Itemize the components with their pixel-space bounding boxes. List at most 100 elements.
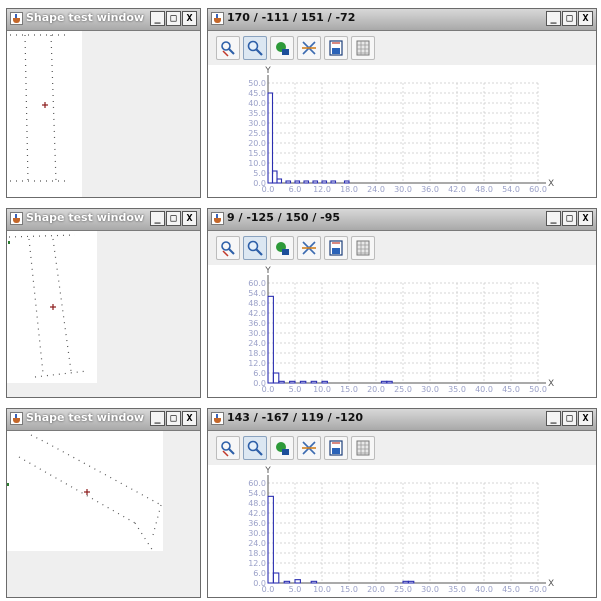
zoom-reset-button[interactable] <box>216 236 240 260</box>
close-button[interactable]: X <box>182 11 197 26</box>
minimize-button[interactable]: _ <box>546 411 561 426</box>
y-tick-label: 0.0 <box>253 379 266 388</box>
close-button[interactable]: X <box>578 11 593 26</box>
histogram-bar <box>386 380 393 384</box>
y-tick-label: 48.0 <box>248 299 266 308</box>
x-tick-label: 18.0 <box>340 185 358 194</box>
x-tick-label: 0.0 <box>262 385 275 394</box>
save-button[interactable] <box>324 236 348 260</box>
histogram-bar <box>312 180 319 184</box>
y-tick-label: 6.0 <box>253 369 266 378</box>
histogram-bar <box>407 580 415 584</box>
title-bar[interactable]: 9 / -125 / 150 / -95 _ □ X <box>208 209 596 231</box>
title-bar[interactable]: Shape test window _ □ X <box>7 209 200 231</box>
toolbar <box>208 31 596 65</box>
maximize-button[interactable]: □ <box>166 11 181 26</box>
save-icon <box>329 440 343 456</box>
title-bar[interactable]: 143 / -167 / 119 / -120 _ □ X <box>208 409 596 431</box>
save-button[interactable] <box>324 436 348 460</box>
minimize-button[interactable]: _ <box>546 11 561 26</box>
zoom-button[interactable] <box>243 36 267 60</box>
y-tick-label: 50.0 <box>248 79 266 88</box>
minimize-button[interactable]: _ <box>150 411 165 426</box>
grid-icon <box>356 240 370 256</box>
histogram-bar <box>321 180 328 184</box>
histogram-bar <box>267 295 274 384</box>
zoom-reset-button[interactable] <box>216 36 240 60</box>
y-tick-label: 40.0 <box>248 99 266 108</box>
grid-button[interactable] <box>351 236 375 260</box>
x-tick-label: 40.0 <box>475 585 493 594</box>
y-tick-label: 0.0 <box>253 579 266 588</box>
pan-button[interactable] <box>270 36 294 60</box>
toolbar <box>208 431 596 465</box>
histogram-bar <box>310 380 318 384</box>
histogram-bar <box>278 380 285 384</box>
x-tick-label: 42.0 <box>448 185 466 194</box>
pan-icon <box>276 242 289 255</box>
x-tick-label: 0.0 <box>262 185 275 194</box>
y-tick-label: 6.0 <box>253 569 266 578</box>
close-button[interactable]: X <box>182 211 197 226</box>
close-button[interactable]: X <box>578 411 593 426</box>
histogram-bar <box>294 180 301 184</box>
y-tick-label: 42.0 <box>248 509 266 518</box>
title-bar[interactable]: 170 / -111 / 151 / -72 _ □ X <box>208 9 596 31</box>
histogram-bar <box>267 495 274 584</box>
plot-area: 0.0 5.0 10.0 15.0 20.0 25.0 30.0 35.0 40.0 45.0 50… <box>208 265 596 397</box>
minimize-button[interactable]: _ <box>150 211 165 226</box>
x-tick-label: 24.0 <box>367 185 385 194</box>
maximize-button[interactable]: □ <box>562 11 577 26</box>
histogram-bar <box>272 572 280 584</box>
x-axis-label: X <box>548 579 554 589</box>
zoom-reset-icon <box>221 441 235 457</box>
histogram-bar <box>321 380 328 384</box>
x-tick-label: 35.0 <box>448 585 466 594</box>
close-button[interactable]: X <box>182 411 197 426</box>
fit-button[interactable] <box>297 236 321 260</box>
zoom-button[interactable] <box>243 236 267 260</box>
shape-panel <box>7 231 200 397</box>
minimize-button[interactable]: _ <box>150 11 165 26</box>
grid-button[interactable] <box>351 436 375 460</box>
window-title: Shape test window <box>26 411 145 424</box>
title-bar[interactable]: Shape test window _ □ X <box>7 9 200 31</box>
grid-button[interactable] <box>351 36 375 60</box>
close-button[interactable]: X <box>578 211 593 226</box>
java-icon <box>211 412 224 425</box>
y-axis-label: Y <box>264 466 271 476</box>
fit-button[interactable] <box>297 36 321 60</box>
fit-button[interactable] <box>297 436 321 460</box>
histogram-bar <box>276 178 283 184</box>
x-tick-label: 48.0 <box>475 185 493 194</box>
window-title: Shape test window <box>26 11 145 24</box>
x-tick-label: 45.0 <box>502 385 520 394</box>
zoom-reset-button[interactable] <box>216 436 240 460</box>
zoom-button[interactable] <box>243 436 267 460</box>
x-tick-label: 5.0 <box>289 385 302 394</box>
y-axis-label: Y <box>264 66 271 76</box>
pan-button[interactable] <box>270 436 294 460</box>
histogram-chart: 0.0 5.0 10.0 15.0 20.0 25.0 30.0 35.0 40.0 45.0 50… <box>248 266 554 394</box>
maximize-button[interactable]: □ <box>562 411 577 426</box>
y-tick-label: 42.0 <box>248 309 266 318</box>
window-title: 170 / -111 / 151 / -72 <box>227 11 356 24</box>
y-tick-label: 18.0 <box>248 349 266 358</box>
pan-button[interactable] <box>270 236 294 260</box>
shape-panel <box>7 431 200 597</box>
zoom-icon <box>247 240 263 256</box>
shape-canvas <box>7 231 97 383</box>
minimize-button[interactable]: _ <box>546 211 561 226</box>
maximize-button[interactable]: □ <box>166 211 181 226</box>
y-tick-label: 30.0 <box>248 329 266 338</box>
x-tick-label: 15.0 <box>340 385 358 394</box>
y-axis-label: Y <box>264 266 271 276</box>
maximize-button[interactable]: □ <box>562 211 577 226</box>
y-tick-label: 30.0 <box>248 119 266 128</box>
save-button[interactable] <box>324 36 348 60</box>
maximize-button[interactable]: □ <box>166 411 181 426</box>
histogram-bar <box>343 180 350 184</box>
histogram-bar <box>294 579 301 584</box>
title-bar[interactable]: Shape test window _ □ X <box>7 409 200 431</box>
plot-area: 0.0 5.0 10.0 15.0 20.0 25.0 30.0 35.0 40.0 45.0 50… <box>208 465 596 597</box>
